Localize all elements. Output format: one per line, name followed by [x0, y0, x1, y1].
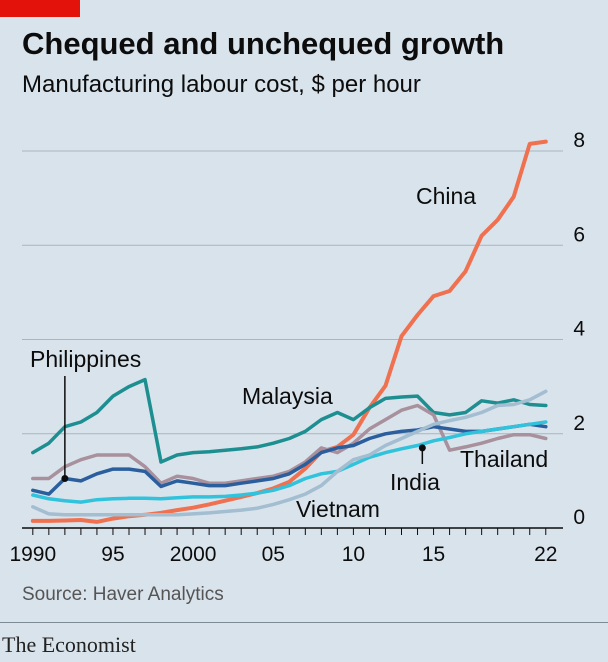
series-label-china: China [416, 183, 476, 209]
line-chart: 0 2 4 6 8 1990 95 2000 05 10 15 22 China Malaysia Ph… [9, 129, 585, 566]
footer-divider [0, 622, 608, 623]
x-tick-label: 05 [262, 543, 285, 566]
y-tick-label: 6 [573, 223, 585, 246]
economist-logo: The Economist [2, 632, 136, 657]
series-label-india: India [390, 469, 440, 495]
x-tick-label: 10 [342, 543, 365, 566]
source-note: Source: Haver Analytics [22, 584, 224, 605]
philippines-marker-dot [61, 475, 69, 483]
x-tick-label: 2000 [170, 543, 217, 566]
x-tick-label: 22 [534, 543, 557, 566]
series-line-thailand [31, 403, 548, 485]
x-tick-label: 15 [422, 543, 445, 566]
y-tick-label: 0 [573, 506, 585, 529]
chart-title: Chequed and unchequed growth [22, 26, 505, 61]
y-tick-label: 4 [573, 318, 585, 341]
series-line-malaysia [31, 377, 548, 464]
series-line-vietnam [31, 389, 548, 517]
y-tick-label: 8 [573, 129, 585, 152]
series-label-vietnam: Vietnam [296, 496, 380, 522]
x-axis: 1990 95 2000 05 10 15 22 [9, 527, 563, 566]
series-line-philippines [31, 422, 548, 496]
chart-subtitle: Manufacturing labour cost, $ per hour [22, 71, 421, 98]
series-label-thailand: Thailand [460, 446, 548, 472]
series-line-china [30, 139, 548, 524]
annotation-markers [61, 376, 426, 483]
x-tick-label: 95 [101, 543, 124, 566]
india-marker-dot [418, 444, 426, 452]
series-lines [30, 139, 548, 524]
y-tick-labels: 0 2 4 6 8 [573, 129, 585, 529]
series-line-india [31, 420, 548, 504]
economist-red-bar [0, 0, 80, 17]
series-labels: China Malaysia Philippines India Thailand Vie… [30, 183, 548, 522]
x-tick-label: 1990 [9, 543, 56, 566]
series-label-philippines: Philippines [30, 346, 141, 372]
series-label-malaysia: Malaysia [242, 383, 333, 409]
y-tick-label: 2 [573, 412, 585, 435]
